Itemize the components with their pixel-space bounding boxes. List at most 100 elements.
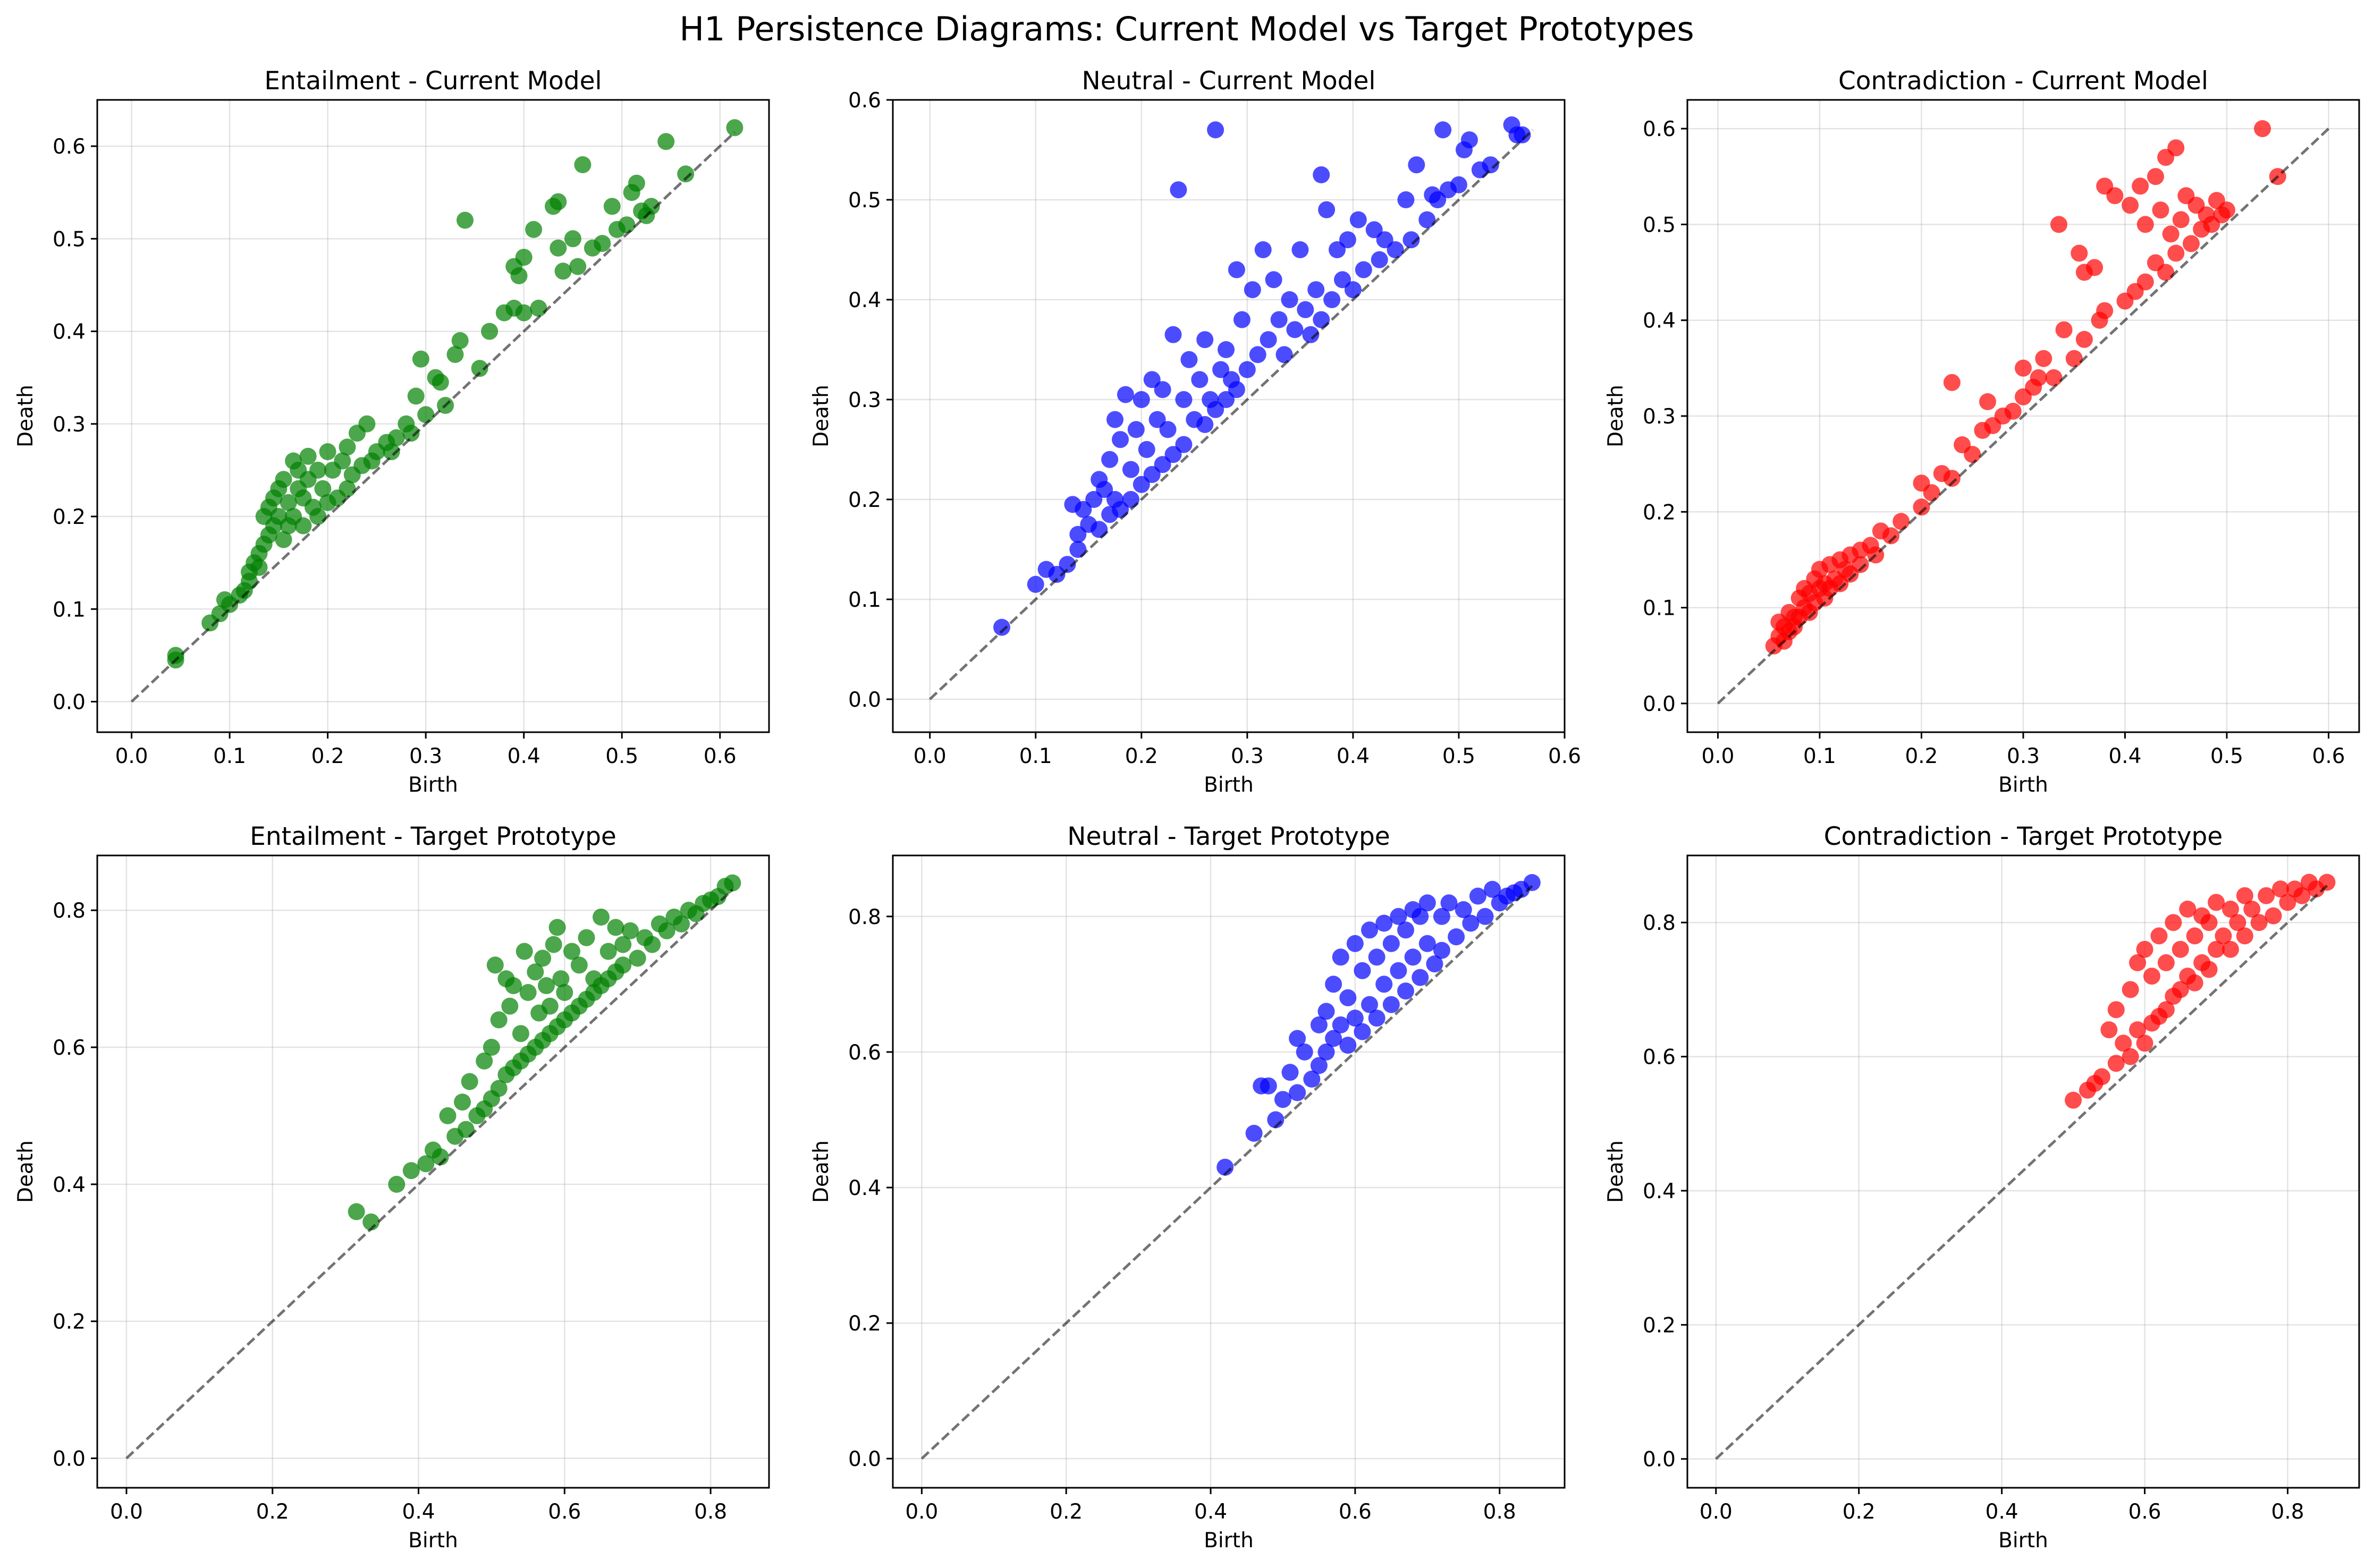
data-point — [2129, 954, 2147, 971]
data-point — [1390, 962, 1407, 979]
data-point — [1332, 1016, 1349, 1033]
data-point — [1274, 1091, 1291, 1108]
data-point — [2157, 954, 2175, 971]
data-point — [402, 1162, 420, 1180]
data-point — [1164, 446, 1182, 463]
data-point — [2215, 927, 2232, 945]
data-point — [241, 573, 258, 590]
data-point — [348, 1203, 365, 1221]
data-point — [280, 494, 297, 511]
x-tick-label: 0.5 — [605, 744, 638, 768]
y-tick-label: 0.4 — [53, 320, 86, 344]
data-point — [1418, 894, 1436, 912]
data-point — [1289, 1084, 1306, 1101]
data-point — [1281, 291, 1298, 308]
data-point — [1148, 411, 1166, 428]
diagonal-reference-line — [920, 885, 1533, 1460]
data-point — [1096, 481, 1113, 498]
data-point — [2147, 168, 2164, 185]
data-point — [309, 508, 327, 525]
data-point — [483, 1039, 500, 1056]
y-axis-label: Death — [1604, 1140, 1628, 1203]
y-tick-label: 0.4 — [848, 289, 881, 312]
data-point — [2208, 894, 2225, 911]
y-tick-label: 0.0 — [848, 1447, 881, 1471]
data-point — [1462, 914, 1480, 932]
x-tick-label: 0.6 — [2312, 744, 2345, 768]
data-point — [1164, 326, 1182, 343]
y-axis-label: Death — [14, 1140, 38, 1203]
data-point — [2162, 225, 2179, 243]
data-point — [2075, 330, 2093, 348]
data-point — [2086, 259, 2103, 276]
data-point — [1275, 346, 1293, 363]
y-axis-label: Death — [809, 385, 833, 447]
data-point — [1218, 341, 1235, 358]
data-point — [603, 198, 621, 215]
data-point — [2293, 887, 2311, 904]
data-point — [1310, 1057, 1328, 1074]
y-tick-label: 0.2 — [1643, 1313, 1676, 1337]
data-point — [541, 997, 559, 1015]
x-tick-label: 0.6 — [1339, 1500, 1372, 1524]
y-axis-label: Death — [14, 385, 38, 447]
data-point — [1355, 261, 1372, 278]
x-tick-label: 0.2 — [256, 1500, 289, 1524]
data-point — [527, 963, 544, 981]
x-tick-label: 0.4 — [2108, 744, 2141, 768]
data-point — [2172, 211, 2190, 228]
y-tick-label: 0.8 — [1643, 911, 1676, 935]
data-point — [515, 249, 533, 266]
data-point — [1317, 1003, 1335, 1020]
axes-grid: 0.0 0.1 0.2 0.3 0.4 0.5 0.6 0.0 0.1 0.2 0.3 0.4 0.5 0… — [14, 66, 2360, 1553]
data-point — [2186, 927, 2203, 945]
x-axis-label: Birth — [1998, 1529, 2048, 1553]
data-point — [402, 425, 420, 442]
y-tick-label: 0.8 — [53, 899, 86, 923]
data-point — [1196, 416, 1214, 433]
y-tick-label: 0.2 — [1643, 501, 1676, 524]
data-point — [461, 1073, 478, 1090]
data-point — [677, 165, 695, 183]
data-point — [1339, 989, 1357, 1006]
scatter-points — [1216, 874, 1541, 1176]
data-point — [1852, 556, 1869, 573]
data-point — [2107, 1001, 2125, 1019]
data-point — [1133, 391, 1150, 408]
data-point — [2122, 1048, 2139, 1065]
y-tick-label: 0.4 — [1643, 1180, 1676, 1203]
diagonal-reference-line — [1717, 128, 2330, 705]
data-point — [1106, 411, 1123, 428]
data-point — [1180, 351, 1198, 368]
data-point — [1368, 1010, 1385, 1027]
data-point — [2065, 1091, 2082, 1109]
data-point — [1361, 996, 1378, 1013]
data-point — [1382, 935, 1400, 952]
y-tick-label: 0.4 — [53, 1173, 86, 1197]
data-point — [1154, 456, 1171, 473]
data-point — [451, 332, 469, 349]
data-point — [1397, 982, 1414, 1000]
x-tick-label: 0.0 — [914, 744, 947, 768]
data-point — [1154, 381, 1171, 399]
data-point — [1332, 948, 1349, 966]
data-point — [548, 919, 566, 936]
x-tick-label: 0.6 — [704, 744, 737, 768]
data-point — [1133, 476, 1150, 493]
data-point — [1429, 191, 1447, 208]
x-tick-label: 0.4 — [1986, 1500, 2018, 1524]
data-point — [1349, 211, 1367, 228]
data-point — [1339, 231, 1356, 249]
x-tick-label: 0.8 — [694, 1500, 727, 1524]
y-tick-label: 0.0 — [53, 691, 86, 715]
data-point — [1382, 996, 1400, 1013]
scatter-points — [167, 119, 744, 669]
x-tick-label: 0.0 — [110, 1500, 143, 1524]
data-point — [1390, 908, 1407, 925]
data-point — [1254, 241, 1272, 258]
data-point — [299, 447, 317, 465]
data-point — [2183, 235, 2200, 252]
data-point — [550, 239, 567, 257]
data-point — [1913, 498, 1930, 516]
